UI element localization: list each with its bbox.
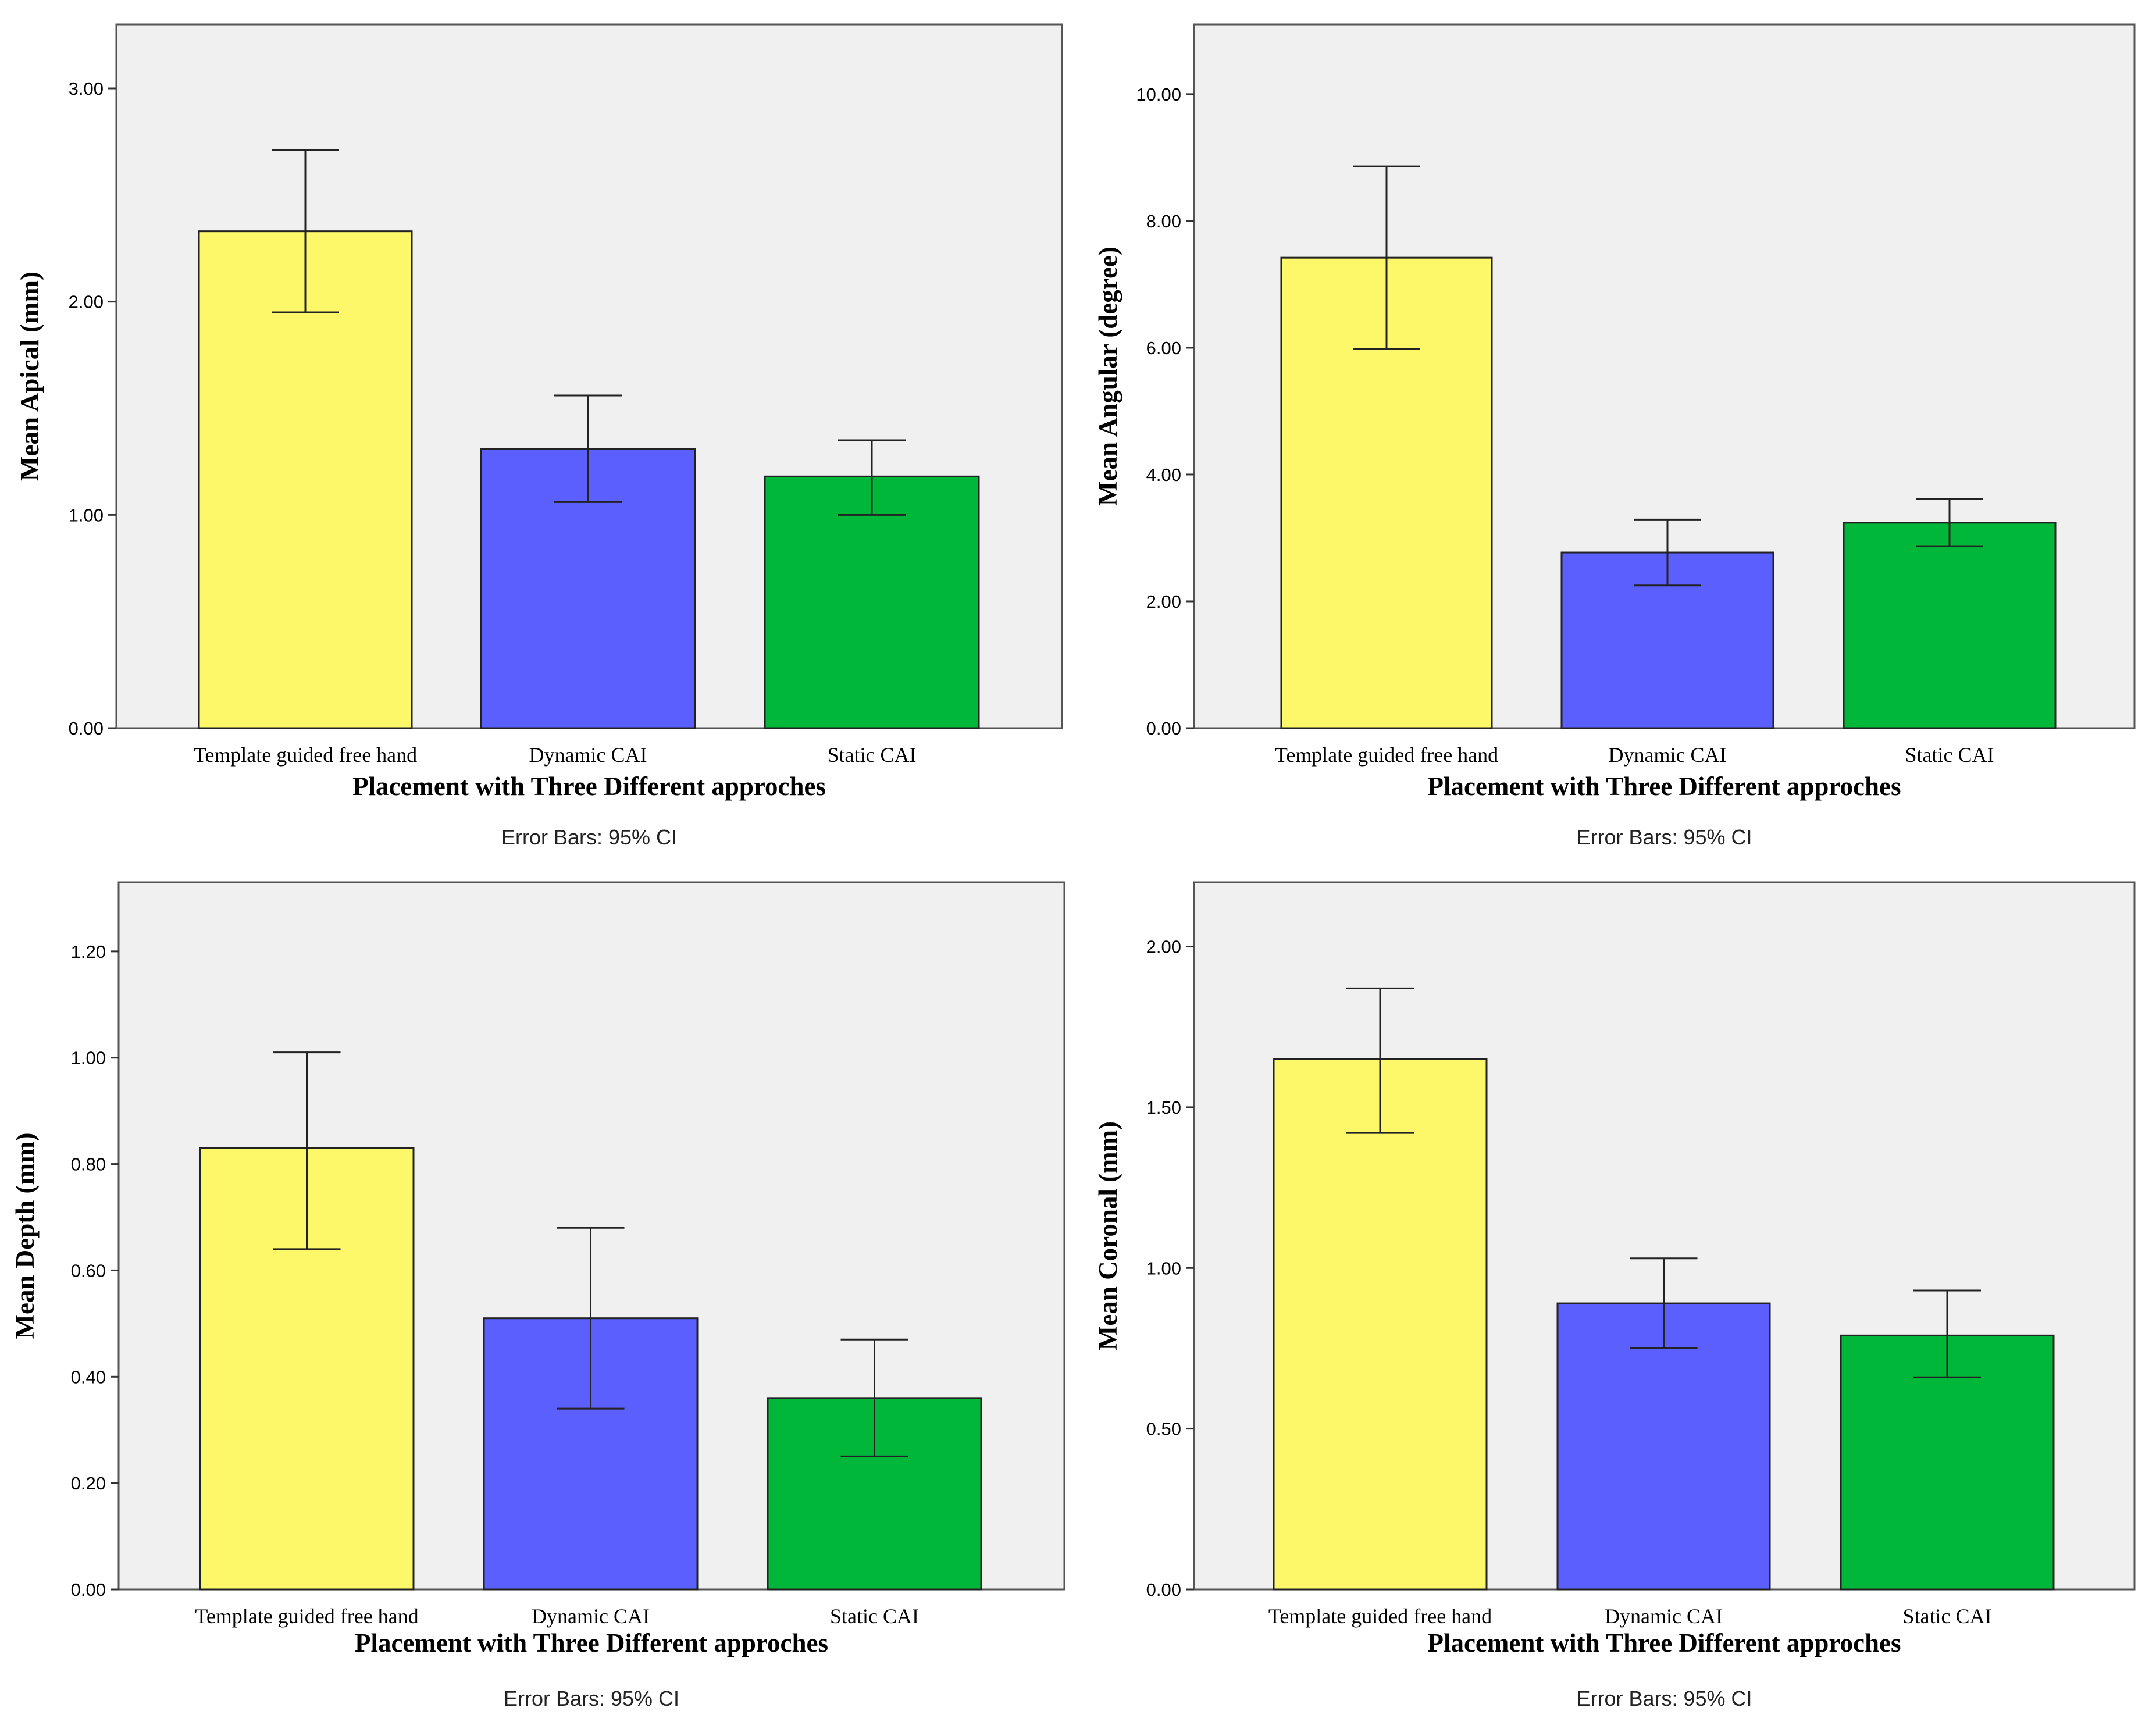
error-bar — [272, 149, 339, 313]
bar — [198, 230, 413, 729]
x-axis-title: Placement with Three Different approches — [1427, 772, 1901, 801]
error-bar — [1353, 165, 1420, 350]
category-label: Static CAI — [830, 1605, 919, 1628]
y-axis-title: Mean Coronal (mm) — [1093, 1121, 1122, 1350]
category-label: Template guided free hand — [194, 743, 417, 767]
y-tick-label: 0.00 — [71, 1580, 106, 1600]
error-bar — [1346, 987, 1414, 1134]
error-bar — [1630, 1257, 1698, 1349]
error-bar-note: Error Bars: 95% CI — [1576, 825, 1752, 849]
chart-panel-4: 0.00 0.50 1.00 1.50 2.00 Template guided free… — [1093, 881, 2136, 1710]
y-tick-label: 0.50 — [1146, 1419, 1181, 1439]
error-bar-note: Error Bars: 95% CI — [501, 825, 677, 849]
bar — [767, 1397, 982, 1591]
category-label: Static CAI — [1903, 1605, 1992, 1628]
category-label: Dynamic CAI — [1605, 1605, 1723, 1628]
bar — [1843, 522, 2057, 729]
chart-panel-3: 0.00 0.20 0.40 0.60 0.80 1.00 1.20 Template gui… — [10, 881, 1065, 1710]
y-tick-label: 0.80 — [71, 1154, 106, 1175]
y-axis-title: Mean Apical (mm) — [15, 272, 44, 481]
error-bar — [1634, 518, 1701, 587]
category-label: Static CAI — [828, 743, 917, 767]
y-tick-label: 0.60 — [71, 1260, 106, 1281]
y-tick-label: 2.00 — [1146, 937, 1181, 957]
y-tick-label: 0.00 — [1146, 1580, 1181, 1600]
y-tick-label: 8.00 — [1146, 211, 1181, 231]
y-tick-label: 1.50 — [1146, 1097, 1181, 1118]
x-axis-title: Placement with Three Different approches — [355, 1628, 828, 1657]
x-axis-title: Placement with Three Different approches — [1427, 1628, 1901, 1657]
y-tick-label: 0.40 — [71, 1367, 106, 1387]
y-tick-label: 10.00 — [1136, 84, 1181, 105]
y-tick-label: 1.00 — [69, 505, 104, 525]
y-tick-label: 0.00 — [1146, 718, 1181, 739]
error-bar — [1916, 498, 1983, 547]
error-bar-note: Error Bars: 95% CI — [504, 1687, 679, 1710]
y-tick-label: 1.00 — [1146, 1258, 1181, 1278]
chart-panel-1: 0.00 1.00 2.00 3.00 Template guided free han… — [15, 23, 1063, 849]
y-tick-label: 4.00 — [1146, 465, 1181, 485]
y-tick-label: 1.20 — [71, 942, 106, 962]
category-label: Dynamic CAI — [1609, 743, 1727, 767]
y-tick-label: 2.00 — [1146, 591, 1181, 612]
x-axis-title: Placement with Three Different approches — [352, 772, 826, 801]
y-axis-title: Mean Angular (degree) — [1093, 247, 1122, 506]
chart-panel-2: 0.00 2.00 4.00 6.00 8.00 10.00 Template guided… — [1093, 23, 2136, 849]
category-label: Dynamic CAI — [532, 1605, 650, 1628]
y-tick-label: 0.20 — [71, 1473, 106, 1493]
category-label: Template guided free hand — [195, 1605, 418, 1628]
y-tick-label: 2.00 — [69, 292, 104, 312]
y-tick-label: 1.00 — [71, 1048, 106, 1068]
y-tick-label: 6.00 — [1146, 338, 1181, 358]
category-label: Dynamic CAI — [529, 743, 647, 767]
category-label: Template guided free hand — [1275, 743, 1498, 767]
y-tick-label: 0.00 — [69, 718, 104, 739]
error-bar-note: Error Bars: 95% CI — [1576, 1687, 1752, 1710]
error-bar — [1913, 1289, 1981, 1378]
bar — [1556, 1302, 1771, 1591]
bar — [764, 475, 980, 729]
error-bar — [838, 439, 906, 516]
error-bar — [840, 1338, 908, 1457]
y-tick-label: 3.00 — [69, 79, 104, 99]
category-label: Static CAI — [1905, 743, 1994, 767]
error-bar — [273, 1051, 341, 1250]
error-bar — [554, 394, 622, 503]
error-bar — [557, 1227, 625, 1410]
y-axis-title: Mean Depth (mm) — [10, 1133, 40, 1339]
category-label: Template guided free hand — [1268, 1605, 1492, 1628]
bar — [1273, 1058, 1488, 1591]
